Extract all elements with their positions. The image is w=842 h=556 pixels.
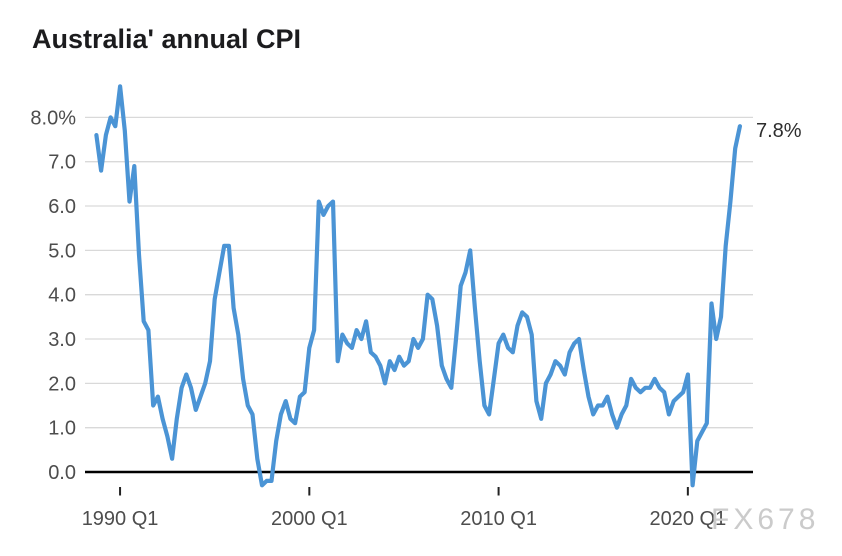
y-tick-label: 4.0: [48, 285, 76, 307]
y-tick-label: 1.0: [48, 418, 76, 440]
watermark-fx678: FX678: [711, 503, 820, 536]
x-tick-label: 2010 Q1: [460, 508, 537, 530]
cpi-line-series: [94, 84, 743, 488]
y-tick-label: 5.0: [48, 240, 76, 262]
x-tick-label: 2020 Q1: [649, 508, 726, 530]
y-tick-label: 7.0: [48, 152, 76, 174]
y-tick-label: 8.0%: [30, 107, 76, 129]
y-axis-labels: 0.0 1.0 2.0 3.0 4.0 5.0 6.0 7.0 8.0%: [30, 107, 76, 484]
x-axis-ticks: [119, 487, 689, 496]
last-value-label: 7.8%: [756, 120, 802, 142]
x-tick-label: 1990 Q1: [82, 508, 159, 530]
y-tick-label: 3.0: [48, 329, 76, 351]
gridlines: [85, 116, 753, 474]
y-tick-label: 6.0: [48, 196, 76, 218]
chart-title: Australia' annual CPI: [32, 24, 301, 54]
x-axis-labels: 1990 Q1 2000 Q1 2010 Q1 2020 Q1: [82, 508, 727, 530]
x-tick-label: 2000 Q1: [271, 508, 348, 530]
y-tick-label: 2.0: [48, 373, 76, 395]
y-tick-label: 0.0: [48, 462, 76, 484]
